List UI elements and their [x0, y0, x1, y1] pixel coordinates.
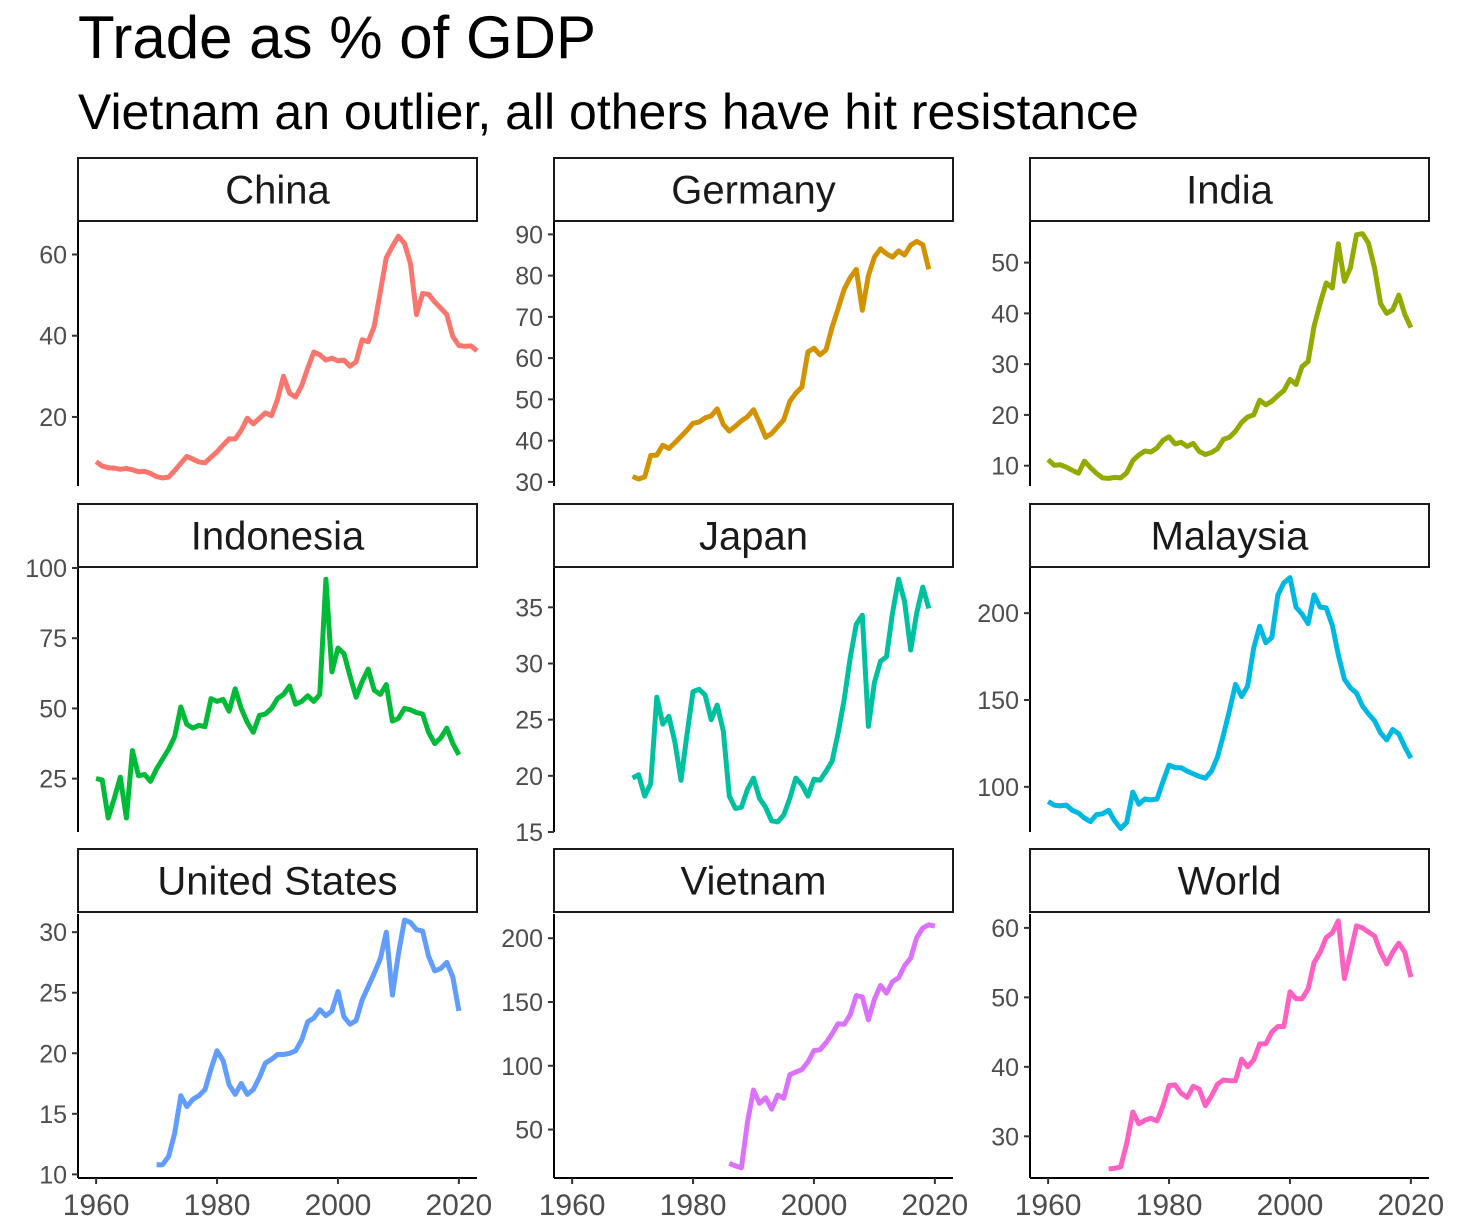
y-tick-label: 30 [39, 919, 67, 947]
y-tick-label: 20 [39, 1040, 67, 1068]
panel-malaysia: Malaysia 100 150 200 [977, 503, 1430, 832]
y-tick-label: 50 [991, 984, 1019, 1012]
x-tick-label: 1960 [539, 1189, 606, 1222]
panel-indonesia: Indonesia 25 50 75 100 [25, 503, 478, 832]
series-line-india [1046, 231, 1414, 481]
facet-strip [1029, 503, 1430, 568]
y-tick-label: 100 [501, 1053, 543, 1081]
x-tick-label: 1960 [63, 1189, 130, 1222]
y-tick-label: 25 [515, 707, 543, 735]
y-tick-label: 200 [501, 925, 543, 953]
x-tick-label: 2020 [1377, 1189, 1444, 1222]
facet-strip-label: Vietnam [680, 860, 826, 904]
y-tick-label: 40 [39, 323, 67, 351]
y-tick-label: 15 [515, 819, 543, 847]
y-tick-label: 20 [39, 404, 67, 432]
x-tick-label: 2000 [1257, 1189, 1324, 1222]
series-line-malaysia [1046, 575, 1414, 831]
x-tick-label: 1980 [660, 1189, 727, 1222]
series-line-vietnam [728, 922, 936, 1171]
facet-strip-label: World [1178, 860, 1282, 904]
panel-germany: Germany 30 40 50 60 70 80 90 [515, 157, 954, 497]
series-line-united-states [156, 917, 462, 1168]
y-tick-label: 15 [39, 1101, 67, 1129]
series-line-japan [631, 576, 932, 825]
facet-strip [77, 503, 478, 568]
y-tick-label: 10 [991, 453, 1019, 481]
y-tick-label: 35 [515, 594, 543, 622]
x-tick-label: 1960 [1015, 1189, 1082, 1222]
y-tick-label: 30 [991, 1123, 1019, 1151]
facet-strip [1029, 848, 1430, 913]
y-tick-label: 150 [501, 989, 543, 1017]
y-tick-label: 30 [515, 650, 543, 678]
facet-strip-label: India [1186, 169, 1273, 213]
y-tick-label: 20 [991, 402, 1019, 430]
series-line-china [94, 233, 479, 481]
chart-title: Trade as % of GDP [78, 4, 596, 71]
facet-strip-label: United States [157, 860, 397, 904]
y-tick-label: 40 [515, 428, 543, 456]
y-tick-label: 50 [515, 386, 543, 414]
panel-japan: Japan 15 20 25 30 35 [515, 503, 954, 847]
x-tick-label: 2000 [305, 1189, 372, 1222]
facet-strip [553, 157, 954, 222]
y-tick-label: 50 [39, 695, 67, 723]
series-line-indonesia [95, 576, 462, 821]
y-tick-label: 50 [515, 1117, 543, 1145]
facet-strip-label: Germany [671, 169, 836, 213]
y-tick-label: 60 [515, 345, 543, 373]
y-tick-label: 30 [515, 469, 543, 497]
y-tick-label: 25 [39, 980, 67, 1008]
y-tick-label: 60 [991, 915, 1019, 943]
y-tick-label: 20 [515, 763, 543, 791]
panel-united-states: United States 10 15 20 25 30 1960 1980 2000 2020 [39, 848, 492, 1222]
x-tick-label: 2000 [781, 1189, 848, 1222]
y-tick-label: 50 [991, 250, 1019, 278]
facet-strip [553, 848, 954, 913]
x-tick-label: 2020 [425, 1189, 492, 1222]
y-tick-label: 10 [39, 1161, 67, 1189]
facet-strip [1029, 157, 1430, 222]
facet-strip-label: Japan [699, 515, 808, 559]
facet-strip [77, 848, 478, 913]
facet-strip-label: Malaysia [1151, 515, 1310, 559]
panel-china: China 20 40 60 [39, 157, 479, 486]
series-line-germany [631, 238, 932, 482]
y-tick-label: 60 [39, 241, 67, 269]
y-tick-label: 70 [515, 304, 543, 332]
facet-strip [553, 503, 954, 568]
chart-subtitle: Vietnam an outlier, all others have hit … [78, 84, 1139, 140]
y-tick-label: 25 [39, 766, 67, 794]
facet-strip [77, 157, 478, 222]
facet-strip-label: China [225, 169, 330, 213]
y-tick-label: 150 [977, 687, 1019, 715]
panel-india: India 10 20 30 40 50 [991, 157, 1430, 486]
series-line-world [1108, 918, 1414, 1172]
x-tick-label: 1980 [1136, 1189, 1203, 1222]
x-tick-label: 2020 [901, 1189, 968, 1222]
x-tick-label: 1980 [184, 1189, 251, 1222]
panel-world: World 30 40 50 60 1960 1980 2000 2020 [991, 848, 1444, 1222]
y-tick-label: 40 [991, 300, 1019, 328]
y-tick-label: 90 [515, 221, 543, 249]
panel-vietnam: Vietnam 50 100 150 200 1960 1980 2000 2020 [501, 848, 968, 1222]
facet-strip-label: Indonesia [191, 515, 365, 559]
y-tick-label: 40 [991, 1054, 1019, 1082]
y-tick-label: 75 [39, 625, 67, 653]
y-tick-label: 200 [977, 600, 1019, 628]
y-tick-label: 80 [515, 263, 543, 291]
y-tick-label: 100 [977, 774, 1019, 802]
y-tick-label: 100 [25, 555, 67, 583]
y-tick-label: 30 [991, 351, 1019, 379]
